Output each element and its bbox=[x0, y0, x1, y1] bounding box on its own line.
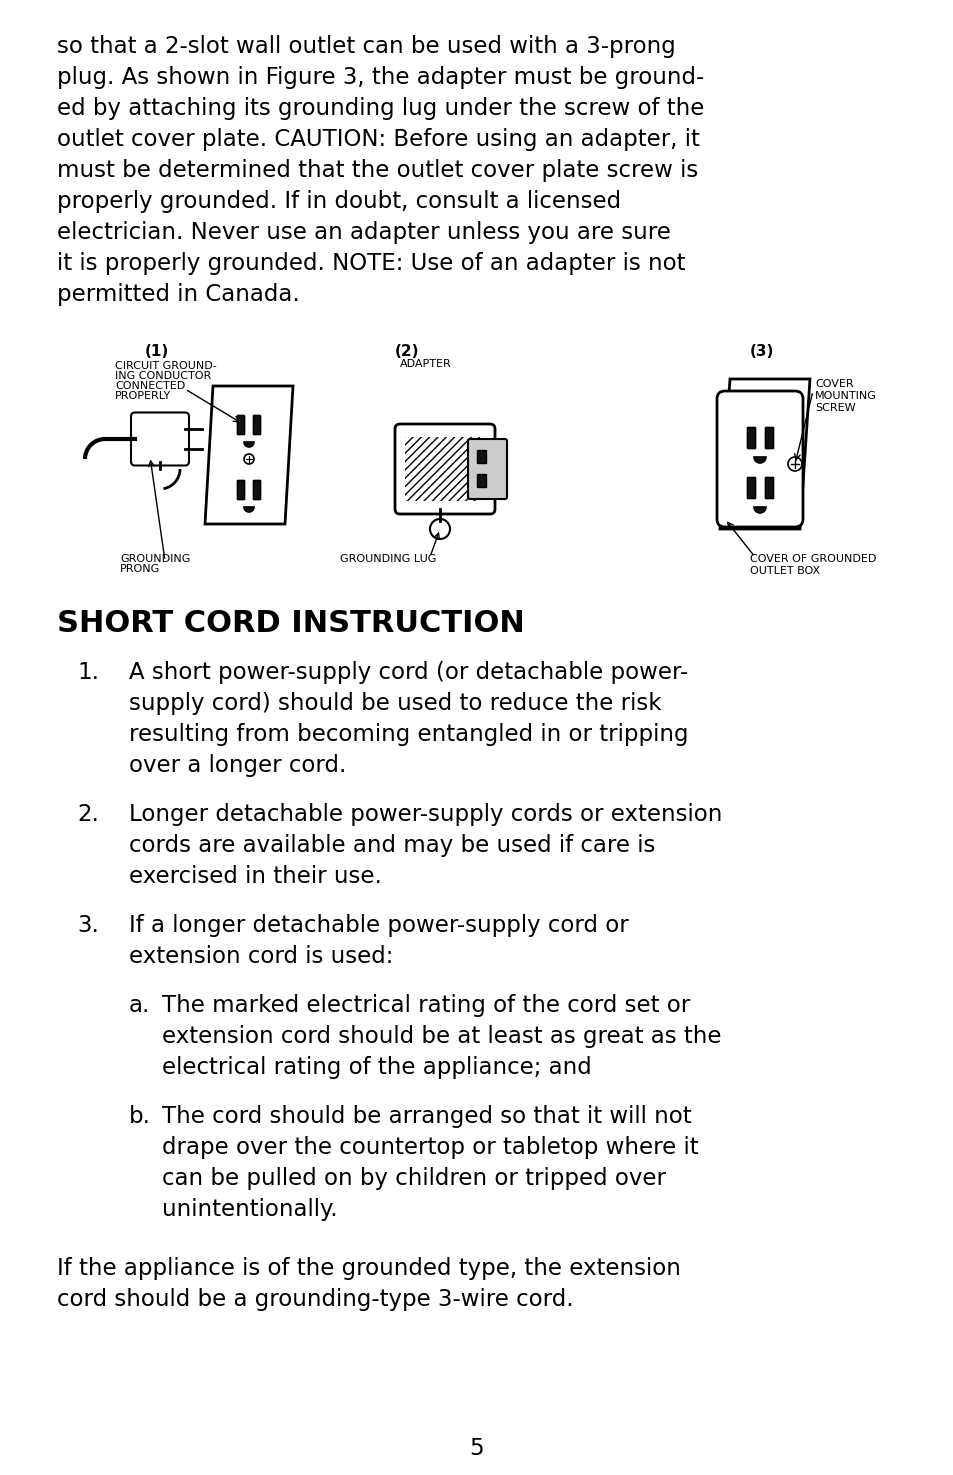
Text: cords are available and may be used if care is: cords are available and may be used if c… bbox=[129, 833, 655, 857]
Text: 2.: 2. bbox=[77, 802, 99, 826]
Text: ING CONDUCTOR: ING CONDUCTOR bbox=[115, 372, 211, 381]
Text: ed by attaching its grounding lug under the screw of the: ed by attaching its grounding lug under … bbox=[57, 97, 703, 119]
Wedge shape bbox=[753, 457, 765, 463]
Text: COVER OF GROUNDED: COVER OF GROUNDED bbox=[749, 555, 876, 563]
FancyBboxPatch shape bbox=[131, 413, 189, 466]
Polygon shape bbox=[205, 386, 293, 524]
Text: (2): (2) bbox=[395, 344, 419, 358]
Text: 1.: 1. bbox=[77, 661, 99, 684]
Text: If a longer detachable power-supply cord or: If a longer detachable power-supply cord… bbox=[129, 914, 628, 937]
Text: must be determined that the outlet cover plate screw is: must be determined that the outlet cover… bbox=[57, 159, 698, 181]
Circle shape bbox=[787, 457, 801, 471]
Text: permitted in Canada.: permitted in Canada. bbox=[57, 283, 299, 305]
FancyBboxPatch shape bbox=[717, 391, 802, 527]
Circle shape bbox=[244, 454, 253, 465]
Text: ADAPTER: ADAPTER bbox=[399, 358, 452, 369]
Text: 5: 5 bbox=[469, 1437, 484, 1460]
Polygon shape bbox=[720, 379, 809, 530]
Text: extension cord should be at least as great as the: extension cord should be at least as gre… bbox=[162, 1025, 720, 1049]
Text: resulting from becoming entangled in or tripping: resulting from becoming entangled in or … bbox=[129, 723, 688, 746]
Text: electrician. Never use an adapter unless you are sure: electrician. Never use an adapter unless… bbox=[57, 221, 670, 243]
FancyBboxPatch shape bbox=[747, 428, 755, 448]
Text: CIRCUIT GROUND-: CIRCUIT GROUND- bbox=[115, 361, 216, 372]
Text: unintentionally.: unintentionally. bbox=[162, 1198, 337, 1221]
FancyBboxPatch shape bbox=[764, 478, 773, 499]
Text: (3): (3) bbox=[749, 344, 774, 358]
FancyBboxPatch shape bbox=[237, 481, 244, 500]
Wedge shape bbox=[244, 507, 253, 512]
Bar bbox=[405, 437, 479, 502]
Text: MOUNTING: MOUNTING bbox=[814, 391, 876, 401]
Text: COVER: COVER bbox=[814, 379, 853, 389]
Text: supply cord) should be used to reduce the risk: supply cord) should be used to reduce th… bbox=[129, 692, 661, 715]
Text: outlet cover plate. CAUTION: Before using an adapter, it: outlet cover plate. CAUTION: Before usin… bbox=[57, 128, 700, 150]
Text: If the appliance is of the grounded type, the extension: If the appliance is of the grounded type… bbox=[57, 1257, 680, 1280]
FancyBboxPatch shape bbox=[747, 478, 755, 499]
Text: SHORT CORD INSTRUCTION: SHORT CORD INSTRUCTION bbox=[57, 609, 524, 639]
Text: (1): (1) bbox=[145, 344, 169, 358]
Text: can be pulled on by children or tripped over: can be pulled on by children or tripped … bbox=[162, 1167, 665, 1190]
Text: The cord should be arranged so that it will not: The cord should be arranged so that it w… bbox=[162, 1105, 691, 1128]
Text: GROUNDING LUG: GROUNDING LUG bbox=[339, 555, 436, 563]
Text: it is properly grounded. NOTE: Use of an adapter is not: it is properly grounded. NOTE: Use of an… bbox=[57, 252, 685, 274]
FancyBboxPatch shape bbox=[477, 450, 486, 463]
Text: PROPERLY: PROPERLY bbox=[115, 391, 172, 401]
Text: The marked electrical rating of the cord set or: The marked electrical rating of the cord… bbox=[162, 994, 690, 1016]
Text: Longer detachable power-supply cords or extension: Longer detachable power-supply cords or … bbox=[129, 802, 721, 826]
Text: A short power-supply cord (or detachable power-: A short power-supply cord (or detachable… bbox=[129, 661, 687, 684]
Text: exercised in their use.: exercised in their use. bbox=[129, 864, 381, 888]
Text: CONNECTED: CONNECTED bbox=[115, 381, 185, 391]
Text: b.: b. bbox=[129, 1105, 151, 1128]
Text: 3.: 3. bbox=[77, 914, 99, 937]
Text: drape over the countertop or tabletop where it: drape over the countertop or tabletop wh… bbox=[162, 1136, 698, 1159]
Text: so that a 2-slot wall outlet can be used with a 3-prong: so that a 2-slot wall outlet can be used… bbox=[57, 35, 675, 58]
Text: SCREW: SCREW bbox=[814, 403, 855, 413]
FancyBboxPatch shape bbox=[764, 428, 773, 448]
FancyBboxPatch shape bbox=[253, 481, 260, 500]
FancyBboxPatch shape bbox=[253, 416, 260, 435]
FancyBboxPatch shape bbox=[477, 475, 486, 488]
FancyBboxPatch shape bbox=[395, 423, 495, 513]
Circle shape bbox=[430, 519, 450, 538]
Text: over a longer cord.: over a longer cord. bbox=[129, 754, 346, 777]
Text: properly grounded. If in doubt, consult a licensed: properly grounded. If in doubt, consult … bbox=[57, 190, 620, 212]
FancyBboxPatch shape bbox=[237, 416, 244, 435]
Wedge shape bbox=[244, 442, 253, 447]
Text: OUTLET BOX: OUTLET BOX bbox=[749, 566, 820, 577]
Text: plug. As shown in Figure 3, the adapter must be ground-: plug. As shown in Figure 3, the adapter … bbox=[57, 66, 703, 88]
Text: PRONG: PRONG bbox=[120, 563, 160, 574]
Text: extension cord is used:: extension cord is used: bbox=[129, 945, 393, 968]
Text: cord should be a grounding-type 3-wire cord.: cord should be a grounding-type 3-wire c… bbox=[57, 1288, 573, 1311]
Text: a.: a. bbox=[129, 994, 151, 1016]
Wedge shape bbox=[753, 507, 765, 513]
Text: electrical rating of the appliance; and: electrical rating of the appliance; and bbox=[162, 1056, 591, 1080]
Text: GROUNDING: GROUNDING bbox=[120, 555, 191, 563]
FancyBboxPatch shape bbox=[468, 440, 506, 499]
